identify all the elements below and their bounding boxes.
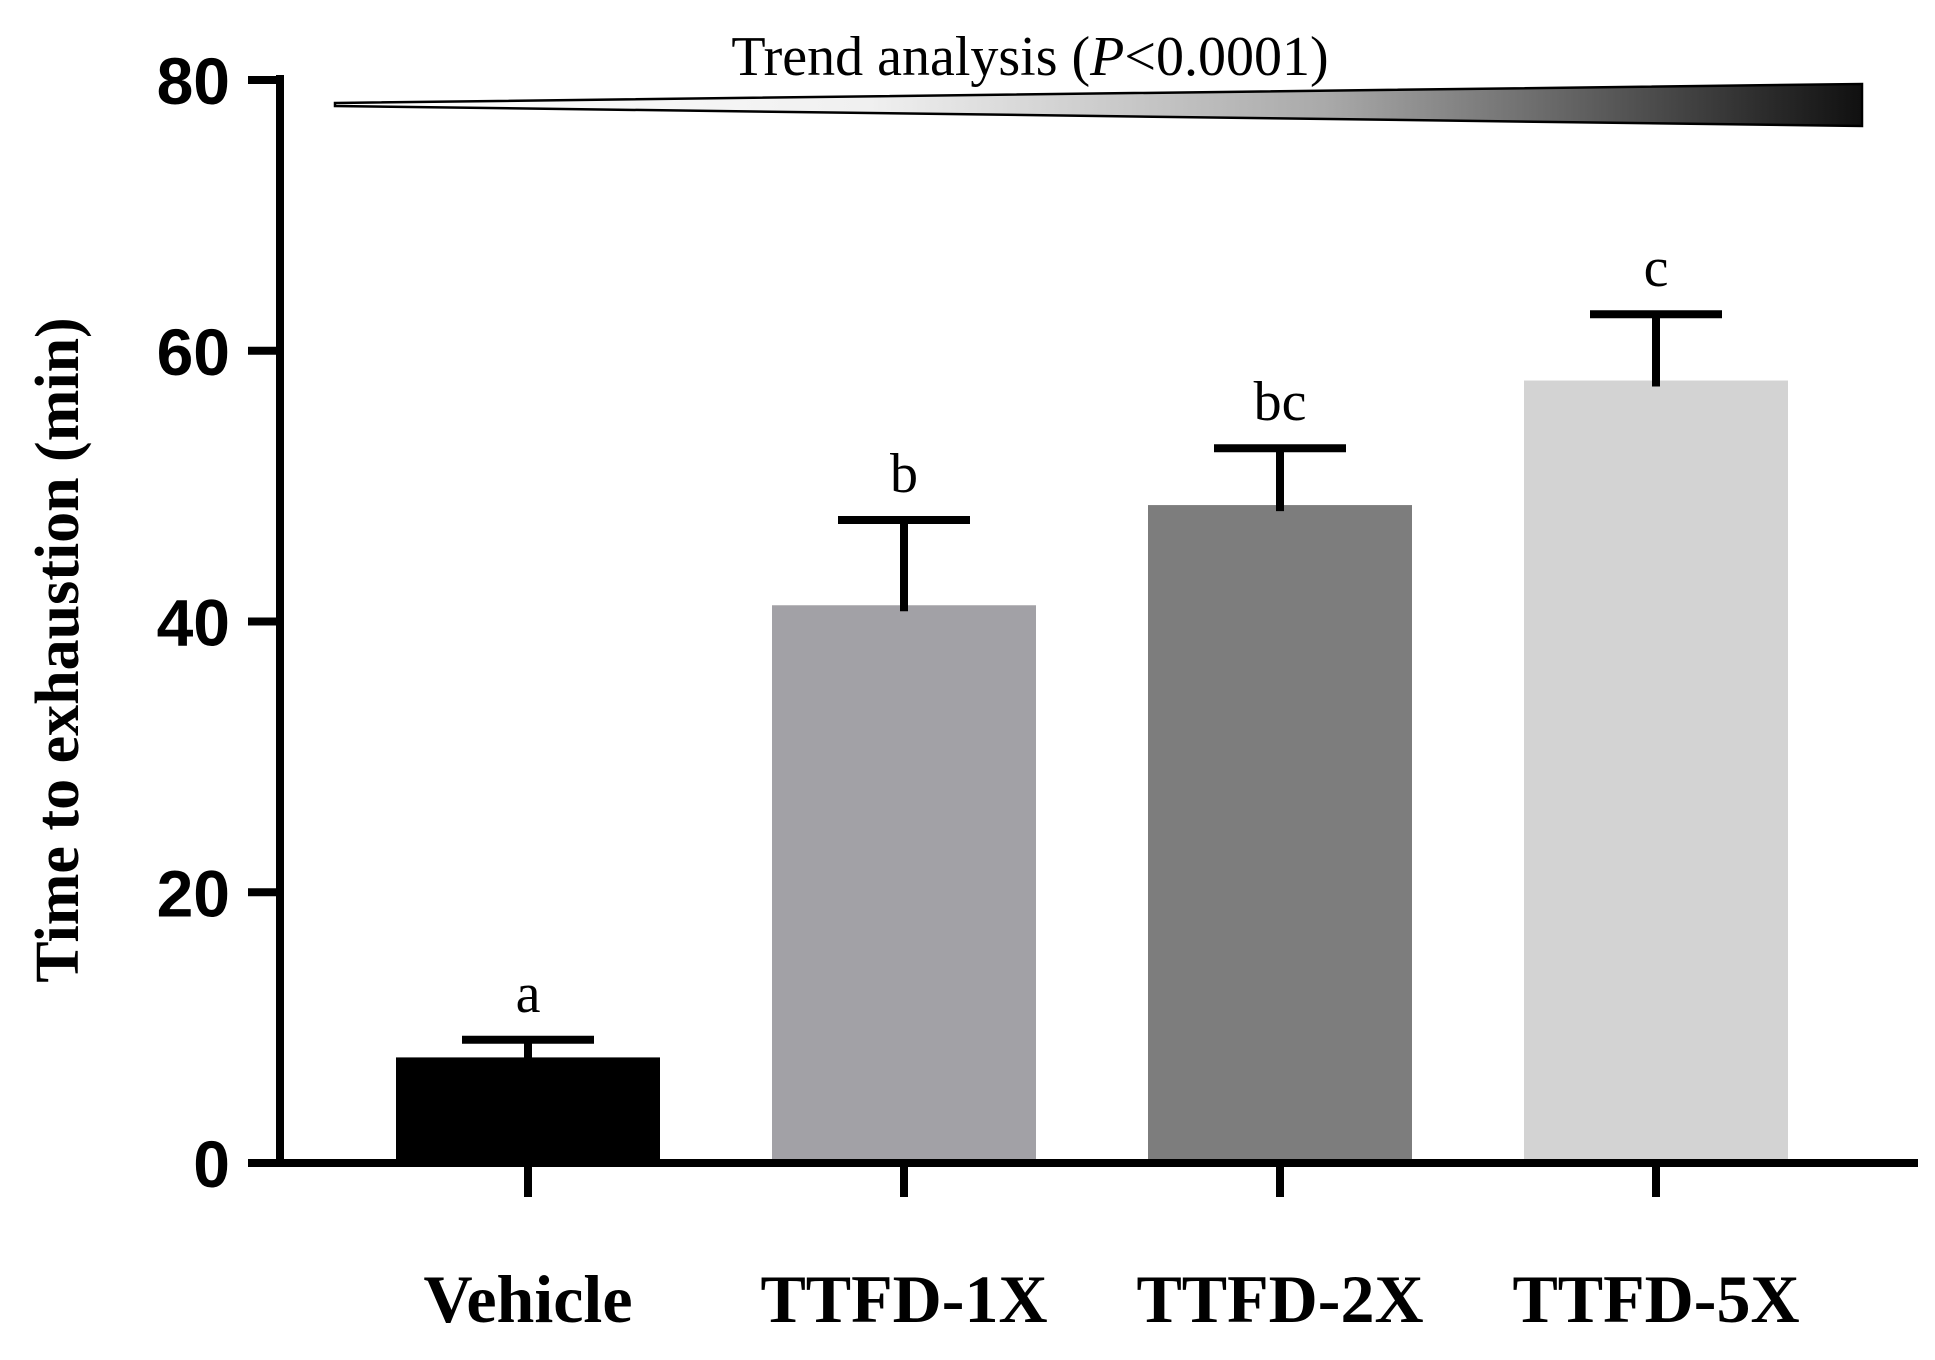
x-tick-label-ttfd-2x: TTFD-2X: [1136, 1261, 1423, 1337]
trend-label-p: P: [1089, 26, 1124, 88]
y-tick-label-40: 40: [157, 586, 230, 660]
significance-letter-ttfd-2x: bc: [1254, 371, 1307, 433]
y-axis-label: Time to exhaustion (min): [24, 317, 92, 982]
x-ticks-layer: Vehicle TTFD-1X TTFD-2X TTFD-5X: [423, 1163, 1800, 1337]
x-tick-label-ttfd-5x: TTFD-5X: [1512, 1261, 1799, 1337]
significance-letters-layer: a b bc c: [516, 237, 1669, 1025]
trend-wedge: [333, 82, 1864, 128]
x-tick-label-vehicle: Vehicle: [423, 1261, 632, 1337]
y-tick-label-80: 80: [157, 44, 230, 118]
y-tick-label-60: 60: [157, 315, 230, 389]
bar-ttfd-2x: [1148, 505, 1412, 1163]
significance-letter-ttfd-1x: b: [890, 443, 918, 505]
trend-label-suffix: <0.0001): [1124, 26, 1328, 88]
significance-letter-vehicle: a: [516, 963, 541, 1025]
bar-ttfd-5x: [1524, 380, 1788, 1164]
x-tick-label-ttfd-1x: TTFD-1X: [760, 1261, 1047, 1337]
y-ticks-layer: 0 20 40 60 80: [157, 44, 280, 1201]
bars-layer: [396, 380, 1788, 1164]
trend-label-prefix: Trend analysis (: [731, 26, 1090, 88]
bar-vehicle: [396, 1057, 660, 1163]
significance-letter-ttfd-5x: c: [1644, 237, 1669, 299]
y-tick-label-20: 20: [157, 856, 230, 930]
y-tick-label-0: 0: [193, 1127, 230, 1201]
error-bars-layer: [462, 310, 1722, 1064]
trend-analysis-label: Trend analysis (P<0.0001): [731, 26, 1328, 88]
bar-ttfd-1x: [772, 605, 1036, 1163]
